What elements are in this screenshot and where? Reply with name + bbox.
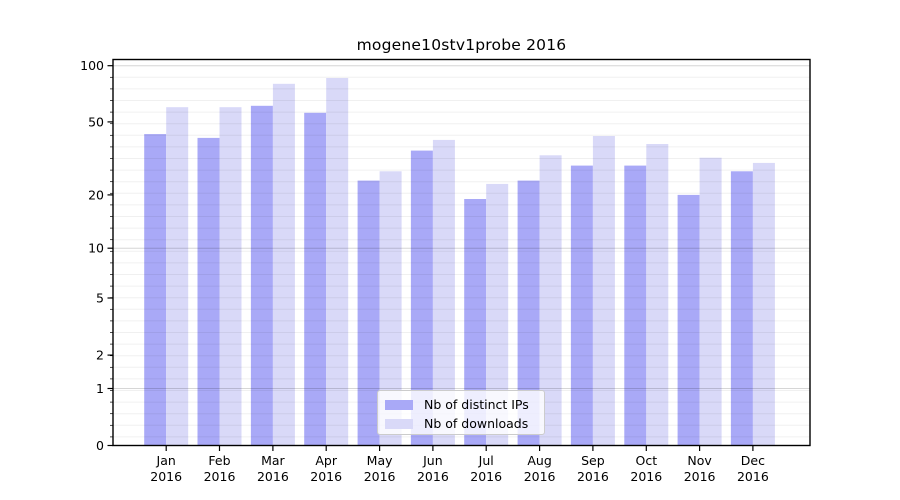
x-tick-label-year-jul: 2016 — [470, 469, 502, 484]
x-tick-label-year-may: 2016 — [364, 469, 396, 484]
x-tick-label-year-apr: 2016 — [310, 469, 342, 484]
y-tick-label-0: 0 — [96, 438, 104, 453]
x-tick-label-month-jul: Jul — [478, 453, 494, 468]
legend-swatch-downloads — [385, 418, 413, 429]
x-tick-label-year-oct: 2016 — [630, 469, 662, 484]
bar-distinct-ips-oct — [624, 165, 647, 446]
legend-item-downloads: Nb of downloads — [378, 414, 544, 433]
x-tick-label-month-feb: Feb — [208, 453, 230, 468]
x-tick-label-year-aug: 2016 — [524, 469, 556, 484]
bar-distinct-ips-jan — [144, 134, 167, 446]
bar-downloads-oct — [646, 144, 669, 446]
bar-distinct-ips-jul — [464, 199, 487, 446]
bar-distinct-ips-sep — [570, 165, 593, 446]
bar-downloads-nov — [699, 157, 722, 446]
y-tick-label-1: 1 — [96, 381, 104, 396]
y-tick-label-2: 2 — [96, 348, 104, 363]
x-tick-label-month-jan: Jan — [156, 453, 176, 468]
x-tick-label-month-dec: Dec — [741, 453, 765, 468]
y-tick-label-20: 20 — [88, 187, 104, 202]
x-tick-label-year-dec: 2016 — [737, 469, 769, 484]
bar-downloads-mar — [272, 83, 295, 446]
x-tick-label-year-feb: 2016 — [204, 469, 236, 484]
labels-group: 0125102050100Jan2016Feb2016Mar2016Apr201… — [80, 58, 769, 484]
chart-title: mogene10stv1probe 2016 — [356, 36, 567, 54]
x-tick-label-year-nov: 2016 — [684, 469, 716, 484]
bar-distinct-ips-feb — [197, 137, 220, 446]
plot-border — [112, 58, 811, 447]
bars-group — [144, 78, 775, 446]
bar-downloads-sep — [592, 136, 615, 446]
legend-label-distinct-ips: Nb of distinct IPs — [424, 397, 529, 412]
x-tick-label-month-oct: Oct — [635, 453, 657, 468]
x-tick-label-year-jan: 2016 — [150, 469, 182, 484]
bar-downloads-dec — [752, 162, 775, 446]
bar-distinct-ips-dec — [730, 171, 753, 446]
x-tick-label-month-may: May — [367, 453, 393, 468]
x-tick-label-month-aug: Aug — [527, 453, 551, 468]
x-tick-label-month-jun: Jun — [422, 453, 443, 468]
bar-distinct-ips-nov — [677, 194, 700, 446]
y-tick-label-100: 100 — [80, 58, 104, 73]
y-tick-label-5: 5 — [96, 290, 104, 305]
x-tick-label-month-mar: Mar — [261, 453, 285, 468]
bar-downloads-jan — [166, 107, 189, 446]
x-tick-label-month-nov: Nov — [687, 453, 712, 468]
grid-group — [113, 65, 810, 438]
legend: Nb of distinct IPs Nb of downloads — [377, 390, 545, 435]
y-tick-label-10: 10 — [88, 241, 104, 256]
bar-downloads-feb — [219, 107, 242, 446]
y-tick-label-50: 50 — [88, 114, 104, 129]
frame-group — [107, 58, 811, 451]
legend-swatch-distinct-ips — [385, 399, 413, 410]
bar-distinct-ips-apr — [304, 112, 327, 446]
bar-downloads-jul — [486, 183, 509, 446]
legend-item-distinct-ips: Nb of distinct IPs — [378, 395, 544, 414]
legend-label-downloads: Nb of downloads — [424, 416, 529, 431]
x-tick-label-year-sep: 2016 — [577, 469, 609, 484]
x-tick-label-year-jun: 2016 — [417, 469, 449, 484]
x-tick-label-month-sep: Sep — [581, 453, 605, 468]
bar-distinct-ips-mar — [250, 105, 273, 446]
x-tick-label-year-mar: 2016 — [257, 469, 289, 484]
x-tick-label-month-apr: Apr — [315, 453, 337, 468]
